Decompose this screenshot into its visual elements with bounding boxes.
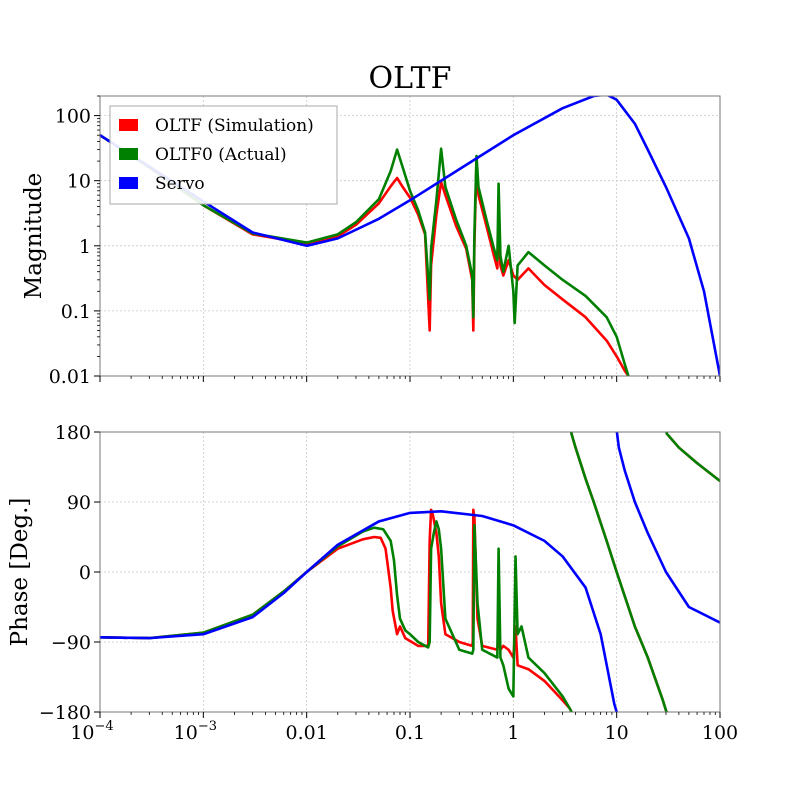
legend-swatch: [119, 119, 138, 131]
series-group-1: [100, 432, 720, 712]
magnitude-axes: OLTF Magnitude 0.01 0.1 1 10 100 OLTF (Simula…: [21, 61, 721, 388]
series-line: [100, 134, 630, 376]
ticks-0: 0.01 0.1 1 10 100: [49, 95, 721, 388]
x-tick-label: 10−4: [70, 719, 113, 744]
x-tick-label: 10−3: [174, 719, 217, 744]
y-tick-label: 0.1: [61, 301, 91, 323]
y-tick-label: 100: [55, 106, 91, 128]
legend-label: OLTF (Simulation): [155, 116, 314, 136]
series-line: [100, 96, 720, 376]
magnitude-ylabel: Magnitude: [21, 173, 47, 300]
y-tick-label: 10: [67, 171, 91, 193]
y-tick-label: −90: [51, 632, 91, 654]
x-tick-exponent: −4: [95, 719, 114, 734]
phase-ylabel: Phase [Deg.]: [7, 498, 33, 647]
y-tick-label: 90: [67, 492, 91, 514]
legend-label: OLTF0 (Actual): [155, 145, 287, 165]
legend-swatch: [119, 177, 138, 189]
x-tick-label: 0.01: [286, 722, 328, 744]
y-tick-label: 1: [79, 236, 91, 258]
y-tick-label: 0.01: [49, 366, 91, 388]
series-line: [100, 432, 720, 712]
legend: OLTF (Simulation) OLTF0 (Actual) Servo: [109, 105, 338, 205]
series-line: [100, 432, 720, 712]
legend-swatch: [119, 148, 138, 160]
chart-title: OLTF: [369, 61, 452, 96]
x-tick-label: 0.1: [395, 722, 425, 744]
y-tick-label: −180: [39, 702, 91, 724]
y-tick-label: 180: [55, 422, 91, 444]
y-tick-label: 0: [79, 562, 91, 584]
legend-frame: [109, 105, 338, 205]
x-tick-label: 1: [507, 722, 519, 744]
legend-label: Servo: [155, 174, 205, 194]
x-tick-label: 10: [605, 722, 629, 744]
x-tick-exponent: −3: [198, 719, 217, 734]
x-tick-label: 100: [702, 722, 738, 744]
series-group-0: [100, 96, 720, 376]
